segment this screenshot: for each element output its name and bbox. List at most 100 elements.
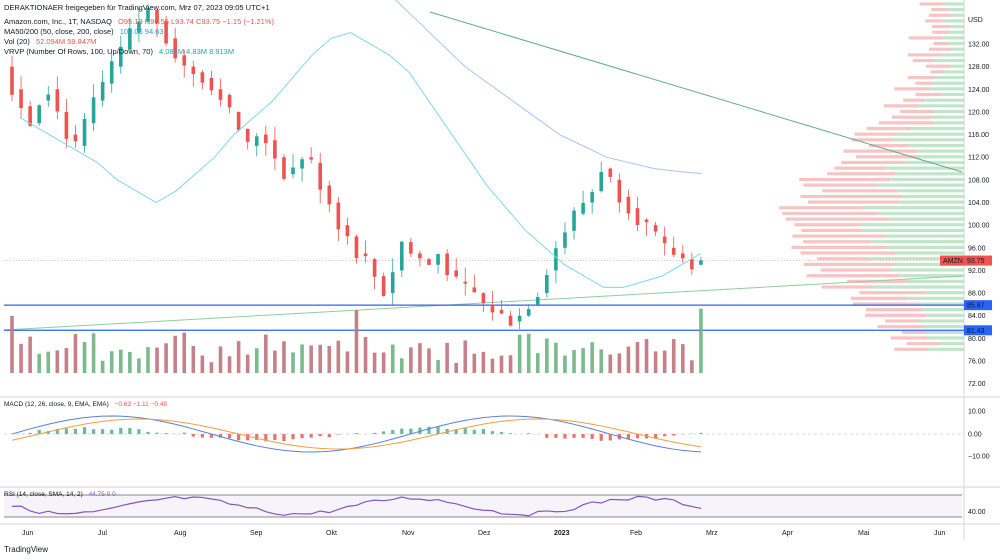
macd-histogram-bar (300, 434, 304, 439)
macd-histogram-bar (354, 433, 359, 434)
macd-histogram-bar (82, 427, 87, 434)
volume-bar (381, 352, 386, 373)
macd-histogram-bar (699, 432, 703, 434)
macd-histogram-bar (218, 434, 223, 438)
time-axis-label: Apr (782, 530, 794, 537)
volume-bar (445, 342, 449, 373)
volume-profile-bar-down (854, 132, 898, 136)
volume-bar (46, 351, 51, 373)
volume-profile-bar-up (886, 166, 964, 170)
time-axis-label: Okt (326, 530, 337, 537)
candle-body (309, 157, 313, 160)
volume-profile-bar-down (899, 109, 934, 114)
macd-histogram-bar (436, 426, 440, 434)
macd-histogram-bar (554, 434, 558, 438)
volume-profile-bar-up (870, 240, 964, 244)
volume-profile-bar-down (890, 336, 928, 340)
volume-profile-bar-up (895, 172, 964, 176)
volume-bar (653, 351, 658, 373)
macd-histogram-bar (372, 432, 377, 434)
candle-body (617, 179, 622, 203)
macd-histogram-bar (654, 434, 658, 439)
volume-bar (82, 341, 87, 373)
volume-profile-bar-down (906, 342, 940, 346)
volume-profile-bar-up (930, 87, 964, 91)
volume-profile-bar-down (930, 70, 945, 74)
time-axis-label: Sep (250, 530, 263, 537)
volume-profile-bar-up (918, 104, 964, 108)
volume-profile-bar-up (939, 342, 964, 346)
volume-bar (427, 348, 431, 373)
volume-profile-bar-up (918, 155, 964, 159)
time-axis-label: Feb (630, 530, 642, 537)
time-axis-label: Nov (402, 530, 415, 537)
candle-body (73, 134, 78, 142)
volume-profile-bar-down (928, 47, 952, 51)
macd-histogram-bar (110, 429, 114, 434)
price-tick-label: 124.00 (968, 87, 990, 94)
volume-bar (309, 345, 313, 373)
macd-histogram-bar (327, 434, 331, 438)
volume-bar (200, 355, 205, 373)
volume-profile-bar-up (925, 291, 964, 295)
volume-profile-bar-down (883, 104, 919, 108)
candle-body (526, 309, 531, 316)
volume-bar (164, 343, 168, 373)
volume-profile-bar-down (894, 347, 928, 351)
volume-profile-bar-down (915, 92, 942, 97)
time-axis-label: Mai (858, 530, 870, 537)
rsi-label: RSI (14, close, SMA, 14, 2) 44.75 0 0 (4, 491, 116, 498)
macd-histogram-bar (291, 434, 295, 440)
candle-body (699, 260, 703, 265)
candle-body (517, 315, 522, 322)
macd-histogram-bar (472, 429, 476, 434)
volume-bar (409, 347, 413, 373)
volume-profile-bar-down (850, 296, 908, 300)
volume-profile-bar-up (892, 138, 964, 142)
volume-profile-bar-down (892, 115, 932, 119)
candle-body (137, 21, 141, 33)
price-tick-label: 128.00 (968, 64, 990, 71)
volume-profile-bar-down (855, 155, 919, 159)
volume-profile-bar-up (951, 13, 964, 17)
volume-profile-bar-up (863, 206, 964, 210)
volume-profile-bar-up (941, 19, 964, 23)
vol-values: 52.094M 59.847M (35, 37, 97, 46)
ohlc-values: O95.19 H96.55 L93.74 C93.75 −1.15 (−1.21… (118, 17, 274, 26)
volume-profile-bar-down (869, 143, 909, 148)
volume-profile-bar-down (925, 19, 942, 23)
symbol-tag-label: AMZN (943, 258, 963, 265)
volume-profile-bar-down (792, 234, 886, 238)
macd-histogram-bar (672, 434, 676, 436)
volume-profile-bar-up (950, 64, 964, 68)
volume-profile-bar-up (927, 313, 964, 317)
symbol-name: Amazon.com, Inc., 1T, NASDAQ (4, 17, 112, 26)
volume-bar (399, 358, 404, 373)
candle-body (264, 134, 268, 144)
candle-body (608, 168, 613, 177)
volume-profile-bar-up (925, 330, 964, 334)
support-tag (964, 325, 992, 336)
vol-line: Vol (20) 52.094M 59.847M (4, 37, 97, 46)
ma200-line (394, 0, 701, 175)
volume-profile-bar-down (931, 8, 949, 12)
macd-histogram-bar (227, 434, 232, 439)
macd-histogram-bar (119, 427, 123, 434)
symbol-line: Amazon.com, Inc., 1T, NASDAQ O95.19 H96.… (4, 17, 278, 26)
candle-body (336, 202, 341, 230)
candle-body (318, 162, 323, 190)
candle-body (82, 118, 87, 146)
macd-histogram-bar (572, 434, 576, 438)
volume-bar (626, 346, 631, 373)
candle-body (390, 272, 395, 294)
volume-profile-bar-down (817, 257, 870, 261)
volume-profile-bar-down (907, 53, 941, 57)
candle-body (91, 97, 96, 124)
support-tag-label: 81.43 (967, 328, 985, 335)
macd-histogram-bar (209, 434, 214, 438)
volume-profile-bar-down (843, 149, 918, 153)
macd-tick-label: 10.00 (968, 409, 986, 416)
volume-bar (635, 341, 640, 373)
macd-histogram-bar (46, 431, 50, 434)
volume-bar (499, 355, 504, 373)
